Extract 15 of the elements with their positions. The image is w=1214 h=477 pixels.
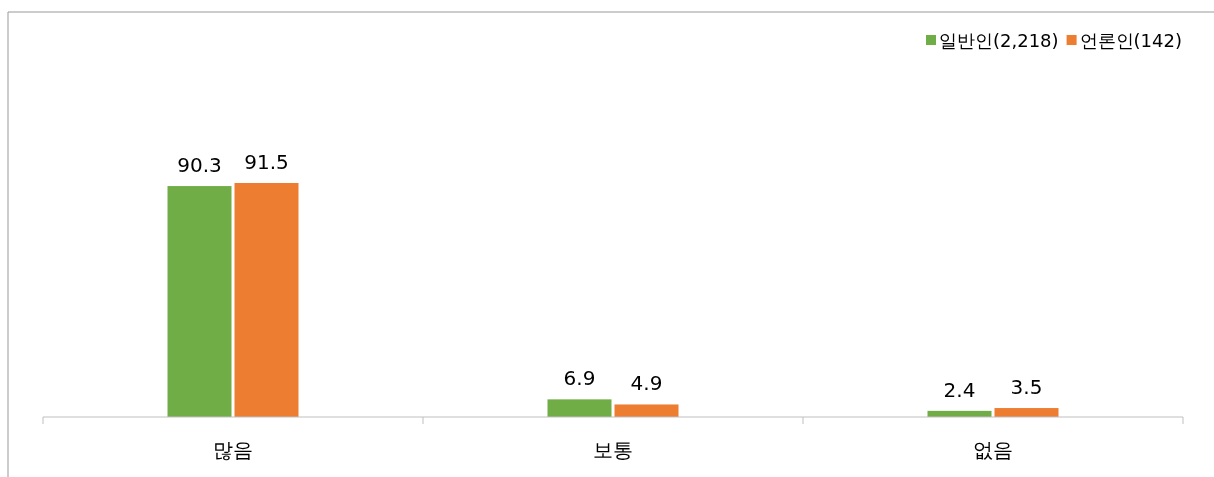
bar bbox=[234, 183, 299, 417]
bar bbox=[167, 186, 232, 417]
bar bbox=[614, 404, 679, 417]
x-tick-label: 없음 bbox=[973, 438, 1013, 462]
data-label: 4.9 bbox=[630, 371, 663, 396]
x-tick-label: 보통 bbox=[593, 438, 633, 462]
legend-label: 일반인(2,218) bbox=[939, 30, 1059, 51]
data-label: 2.4 bbox=[943, 377, 976, 402]
data-label: 6.9 bbox=[563, 366, 596, 391]
data-label: 3.5 bbox=[1010, 375, 1043, 400]
data-label: 91.5 bbox=[244, 150, 289, 174]
bar bbox=[547, 399, 612, 417]
data-label: 90.3 bbox=[177, 153, 222, 178]
x-tick-label: 많음 bbox=[213, 438, 253, 462]
legend-label: 언론인(142) bbox=[1079, 30, 1182, 51]
